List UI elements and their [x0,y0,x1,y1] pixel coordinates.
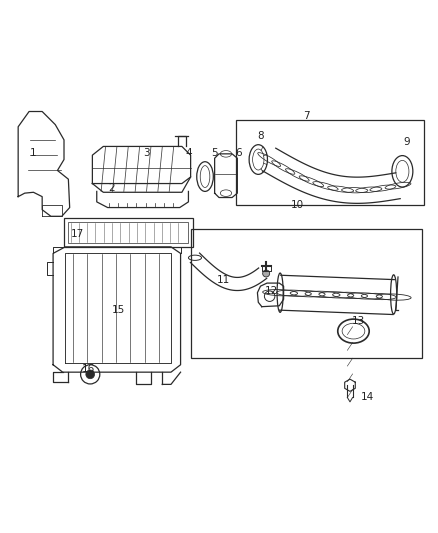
Text: 5: 5 [211,148,218,158]
Text: 8: 8 [257,131,264,141]
Text: 6: 6 [235,148,242,158]
Text: 7: 7 [303,111,310,121]
Text: 11: 11 [217,274,230,285]
Text: 9: 9 [403,137,410,147]
Bar [191,229,422,358]
Circle shape [86,370,95,379]
Text: 2: 2 [109,183,115,193]
Text: 4: 4 [185,148,192,158]
Text: 15: 15 [112,305,125,315]
Text: 13: 13 [352,316,365,326]
Text: 3: 3 [144,148,150,158]
Text: 17: 17 [71,229,84,239]
Bar [237,120,424,205]
Text: 1: 1 [30,148,37,158]
Text: 10: 10 [291,200,304,211]
Bar [64,219,193,247]
Text: 16: 16 [81,364,95,374]
Circle shape [263,270,270,277]
Bar [68,222,188,244]
Text: 12: 12 [265,286,278,295]
Text: 14: 14 [361,392,374,402]
